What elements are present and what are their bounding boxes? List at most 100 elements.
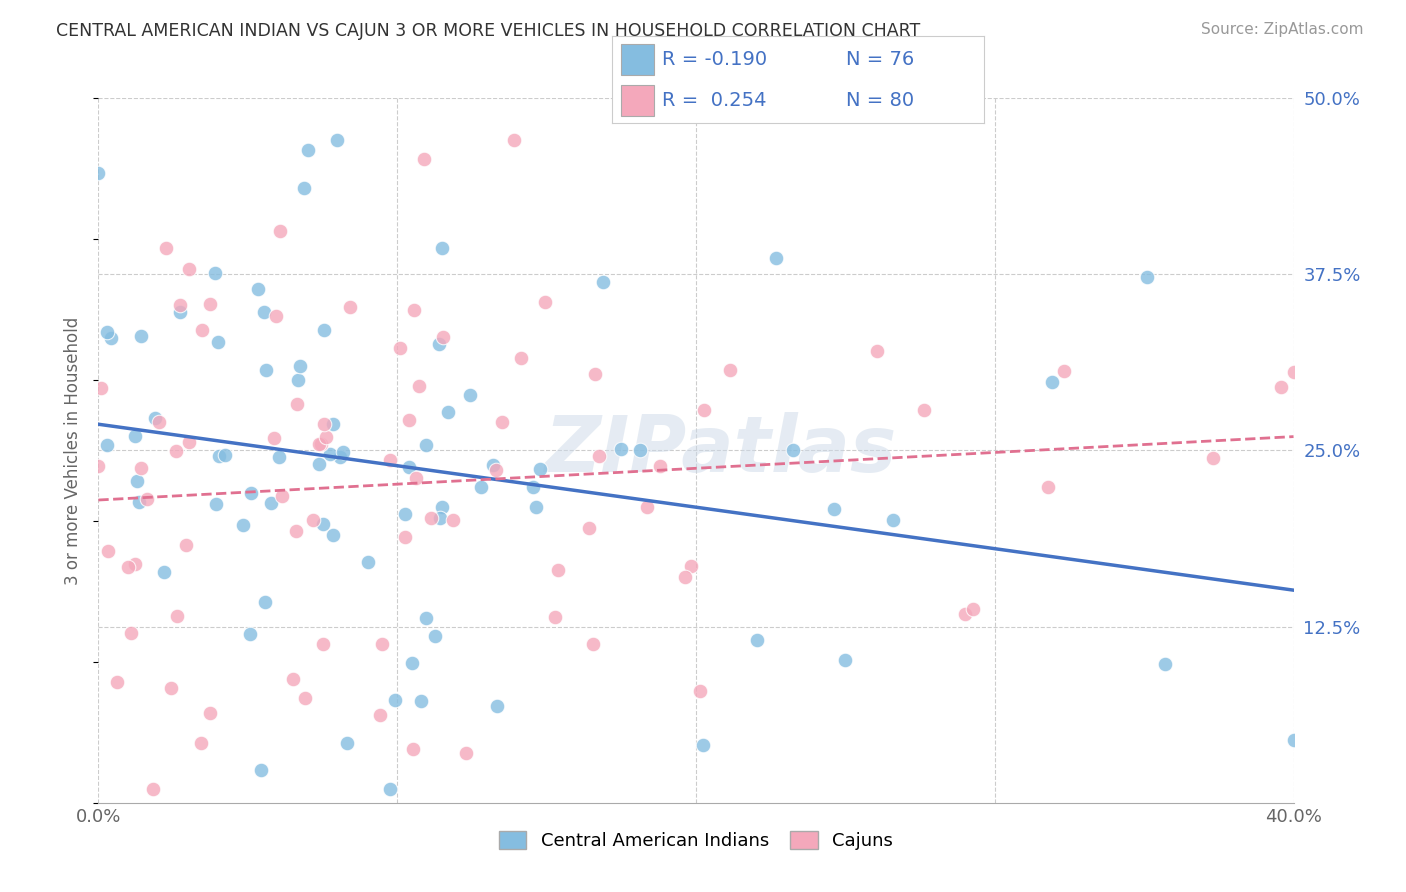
Point bbox=[250, 763, 273, 777]
Point bbox=[96, 325, 118, 339]
Point bbox=[419, 510, 441, 524]
Point bbox=[87, 459, 110, 474]
Point bbox=[823, 502, 845, 516]
Point bbox=[169, 298, 191, 312]
Point bbox=[1040, 375, 1063, 389]
Point bbox=[404, 302, 426, 317]
Point bbox=[253, 595, 276, 609]
Point bbox=[208, 449, 231, 463]
Point bbox=[260, 496, 283, 510]
Point bbox=[415, 611, 437, 625]
Point bbox=[458, 388, 481, 402]
Point bbox=[315, 430, 337, 444]
Point bbox=[1282, 366, 1305, 380]
FancyBboxPatch shape bbox=[621, 85, 654, 116]
Point bbox=[529, 462, 551, 476]
Point bbox=[578, 521, 600, 535]
Point bbox=[271, 489, 294, 503]
Point bbox=[287, 372, 309, 386]
Point bbox=[97, 544, 120, 558]
Point bbox=[204, 496, 226, 510]
Point bbox=[105, 675, 128, 690]
Point bbox=[322, 528, 344, 542]
Point bbox=[125, 474, 148, 488]
Point bbox=[429, 336, 451, 351]
Text: N = 76: N = 76 bbox=[846, 50, 914, 69]
Point bbox=[610, 442, 633, 457]
Point bbox=[198, 706, 221, 720]
Text: CENTRAL AMERICAN INDIAN VS CAJUN 3 OR MORE VEHICLES IN HOUSEHOLD CORRELATION CHA: CENTRAL AMERICAN INDIAN VS CAJUN 3 OR MO… bbox=[56, 22, 921, 40]
Legend: Central American Indians, Cajuns: Central American Indians, Cajuns bbox=[492, 823, 900, 857]
Point bbox=[430, 241, 453, 255]
Point bbox=[402, 741, 425, 756]
Point bbox=[693, 403, 716, 417]
Point bbox=[371, 637, 394, 651]
Point bbox=[1038, 480, 1060, 494]
Point bbox=[297, 144, 319, 158]
Point bbox=[415, 438, 437, 452]
Point bbox=[1053, 364, 1076, 378]
Point bbox=[312, 517, 335, 532]
Point bbox=[145, 411, 167, 425]
Text: R = -0.190: R = -0.190 bbox=[662, 50, 768, 69]
Point bbox=[121, 626, 143, 640]
Point bbox=[308, 437, 330, 451]
Text: Source: ZipAtlas.com: Source: ZipAtlas.com bbox=[1201, 22, 1364, 37]
Point bbox=[309, 437, 332, 451]
Point bbox=[524, 500, 547, 514]
Point bbox=[190, 736, 212, 750]
Point bbox=[486, 699, 509, 714]
Point bbox=[430, 500, 453, 515]
Point bbox=[153, 566, 176, 580]
Point bbox=[155, 241, 177, 255]
Point bbox=[398, 413, 420, 427]
Point bbox=[169, 304, 191, 318]
Point bbox=[292, 181, 315, 195]
Point bbox=[412, 153, 434, 167]
Point bbox=[394, 508, 416, 522]
Point bbox=[128, 495, 150, 509]
Point bbox=[1136, 269, 1159, 284]
Point bbox=[1154, 657, 1177, 672]
Point bbox=[389, 341, 412, 355]
Point bbox=[267, 450, 290, 465]
Point bbox=[765, 252, 787, 266]
Point bbox=[953, 607, 976, 622]
Point bbox=[583, 367, 606, 381]
Point bbox=[165, 443, 187, 458]
Point bbox=[308, 458, 330, 472]
Point bbox=[285, 397, 308, 411]
Point bbox=[405, 471, 427, 485]
Point bbox=[679, 558, 702, 573]
Point bbox=[394, 530, 416, 544]
Point bbox=[398, 460, 420, 475]
Point bbox=[592, 275, 614, 289]
Point bbox=[454, 746, 477, 760]
Point bbox=[240, 486, 263, 500]
Point bbox=[179, 434, 201, 449]
Point bbox=[269, 224, 291, 238]
Point bbox=[87, 165, 110, 179]
Point bbox=[378, 781, 401, 796]
Point bbox=[485, 463, 508, 477]
Point bbox=[263, 431, 285, 445]
Y-axis label: 3 or more Vehicles in Household: 3 or more Vehicles in Household bbox=[65, 317, 83, 584]
Point bbox=[503, 133, 526, 147]
FancyBboxPatch shape bbox=[621, 44, 654, 75]
Point bbox=[401, 656, 423, 670]
Point bbox=[329, 450, 352, 464]
Point bbox=[912, 403, 935, 417]
Point bbox=[254, 363, 277, 377]
Point bbox=[142, 781, 165, 796]
Point bbox=[408, 379, 430, 393]
Point bbox=[962, 602, 984, 616]
Point bbox=[174, 538, 197, 552]
Point bbox=[543, 609, 565, 624]
Point bbox=[491, 415, 513, 429]
Point bbox=[326, 133, 349, 147]
Point bbox=[1282, 732, 1305, 747]
Point bbox=[409, 694, 432, 708]
Point bbox=[522, 480, 544, 494]
Point bbox=[429, 511, 451, 525]
Text: N = 80: N = 80 bbox=[846, 91, 914, 110]
